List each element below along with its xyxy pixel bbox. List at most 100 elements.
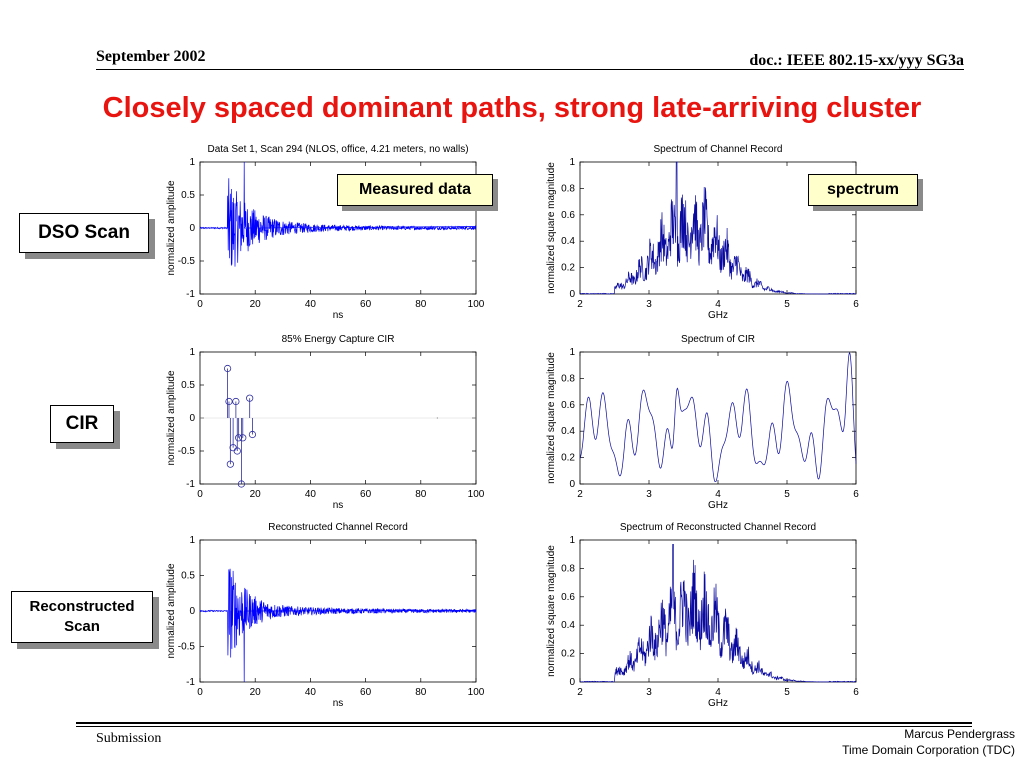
y-tick-label: 0.5 bbox=[181, 190, 195, 201]
y-tick-label: 1 bbox=[569, 157, 575, 168]
x-axis-label: ns bbox=[333, 698, 344, 709]
x-tick-label: 0 bbox=[197, 299, 203, 310]
plot-area bbox=[579, 539, 857, 683]
stem-marker bbox=[237, 480, 246, 488]
y-tick-label: 0 bbox=[189, 413, 195, 424]
stem-dot bbox=[436, 417, 438, 419]
y-tick-label: 0.4 bbox=[561, 236, 575, 247]
x-tick-label: 3 bbox=[646, 489, 652, 500]
y-tick-label: 0 bbox=[569, 479, 575, 490]
y-tick-label: 1 bbox=[189, 535, 195, 546]
x-tick-label: 5 bbox=[784, 489, 790, 500]
y-axis-label: normalized amplitude bbox=[166, 370, 177, 465]
reconstructed-scan-text-line1: Reconstructed bbox=[29, 598, 135, 615]
cir-spectrum-trace bbox=[579, 352, 857, 482]
header-date: September 2002 bbox=[96, 48, 206, 65]
y-tick-label: 1 bbox=[189, 157, 195, 168]
x-tick-label: 100 bbox=[468, 299, 485, 310]
footer-rule bbox=[76, 722, 972, 724]
x-tick-label: 5 bbox=[784, 299, 790, 310]
x-tick-label: 60 bbox=[360, 687, 372, 698]
time-trace bbox=[199, 568, 477, 683]
x-axis-label: ns bbox=[333, 310, 344, 321]
cir-text: CIR bbox=[65, 413, 99, 434]
spectrum-trace bbox=[579, 543, 857, 683]
stem-marker bbox=[233, 447, 241, 455]
y-tick-label: 0.8 bbox=[561, 563, 575, 574]
x-tick-label: 4 bbox=[715, 299, 721, 310]
x-axis-label: ns bbox=[333, 500, 344, 511]
x-tick-label: 40 bbox=[305, 687, 317, 698]
y-tick-label: 0 bbox=[569, 677, 575, 688]
y-tick-label: 0 bbox=[189, 606, 195, 617]
x-tick-label: 4 bbox=[715, 687, 721, 698]
plot-reconstructed-spectrum: Spectrum of Reconstructed Channel Record… bbox=[546, 522, 859, 709]
y-tick-label: -1 bbox=[186, 677, 195, 688]
y-tick-label: 0.2 bbox=[561, 453, 575, 464]
chart-title: Spectrum of Reconstructed Channel Record bbox=[620, 522, 816, 533]
x-tick-label: 0 bbox=[197, 489, 203, 500]
chart-title: Reconstructed Channel Record bbox=[268, 522, 408, 533]
dso-scan-text: DSO Scan bbox=[38, 222, 130, 243]
plot-measured-data: Data Set 1, Scan 294 (NLOS, office, 4.21… bbox=[166, 144, 485, 321]
x-tick-label: 60 bbox=[360, 489, 372, 500]
time-trace bbox=[199, 161, 477, 267]
stem-marker bbox=[246, 394, 254, 402]
y-tick-label: -1 bbox=[186, 289, 195, 300]
y-tick-label: 1 bbox=[569, 347, 575, 358]
measured-data-callout: Measured data bbox=[337, 174, 493, 206]
stem-marker bbox=[224, 364, 232, 373]
footer-submission: Submission bbox=[96, 731, 162, 746]
y-tick-label: -0.5 bbox=[178, 642, 196, 653]
reconstructed-scan-label: Reconstructed Scan bbox=[11, 591, 153, 643]
y-tick-label: -1 bbox=[186, 479, 195, 490]
y-tick-label: -0.5 bbox=[178, 256, 196, 267]
header-doc-id: doc.: IEEE 802.15-xx/yyy SG3a bbox=[749, 52, 964, 69]
x-tick-label: 80 bbox=[415, 299, 427, 310]
stem-marker bbox=[226, 460, 234, 468]
y-axis-label: normalized amplitude bbox=[166, 180, 177, 275]
x-tick-label: 2 bbox=[577, 299, 583, 310]
y-axis-label: normalized square magnitude bbox=[546, 162, 557, 294]
x-tick-label: 6 bbox=[853, 299, 859, 310]
y-tick-label: 1 bbox=[189, 347, 195, 358]
plot-channel-spectrum: Spectrum of Channel Record 2 3 4 5 6 1 0.8 0.6 0.… bbox=[546, 144, 859, 321]
y-tick-label: 0.8 bbox=[561, 183, 575, 194]
footer-organization: Time Domain Corporation (TDC) bbox=[842, 743, 1015, 757]
y-axis-label: normalized amplitude bbox=[166, 563, 177, 658]
y-tick-label: 0.4 bbox=[561, 620, 575, 631]
x-tick-label: 80 bbox=[415, 489, 427, 500]
series bbox=[200, 364, 476, 488]
y-axis-label: normalized square magnitude bbox=[546, 545, 557, 677]
dso-scan-label: DSO Scan bbox=[19, 213, 149, 253]
series bbox=[199, 161, 477, 267]
spectrum-trace bbox=[579, 161, 857, 295]
x-tick-label: 5 bbox=[784, 687, 790, 698]
footer-rule-thin bbox=[76, 726, 972, 727]
stem-marker bbox=[248, 430, 257, 439]
x-axis-label: GHz bbox=[708, 310, 728, 321]
chart-title: Data Set 1, Scan 294 (NLOS, office, 4.21… bbox=[207, 144, 468, 155]
x-tick-label: 2 bbox=[577, 687, 583, 698]
x-tick-label: 20 bbox=[250, 299, 262, 310]
chart-title: Spectrum of Channel Record bbox=[654, 144, 783, 155]
x-tick-label: 0 bbox=[197, 687, 203, 698]
y-tick-label: 0.5 bbox=[181, 571, 195, 582]
y-tick-label: 0.4 bbox=[561, 426, 575, 437]
y-tick-label: 0.8 bbox=[561, 373, 575, 384]
x-tick-label: 3 bbox=[646, 299, 652, 310]
x-tick-label: 3 bbox=[646, 687, 652, 698]
y-tick-label: 0.6 bbox=[561, 400, 575, 411]
footer-author: Marcus Pendergrass bbox=[904, 727, 1015, 741]
spectrum-callout: spectrum bbox=[808, 174, 918, 206]
series bbox=[579, 161, 857, 295]
x-tick-label: 100 bbox=[468, 489, 485, 500]
y-tick-label: 0 bbox=[569, 289, 575, 300]
chart-title: Spectrum of CIR bbox=[681, 334, 755, 345]
chart-title: 85% Energy Capture CIR bbox=[282, 334, 395, 345]
y-tick-label: 0.5 bbox=[181, 380, 195, 391]
x-axis-label: GHz bbox=[708, 500, 728, 511]
plot-cir-spectrum: Spectrum of CIR 2 3 4 5 6 1 0.8 0.6 0.4 0.2 0 GHz nor… bbox=[546, 334, 859, 511]
stem-marker bbox=[225, 397, 233, 406]
